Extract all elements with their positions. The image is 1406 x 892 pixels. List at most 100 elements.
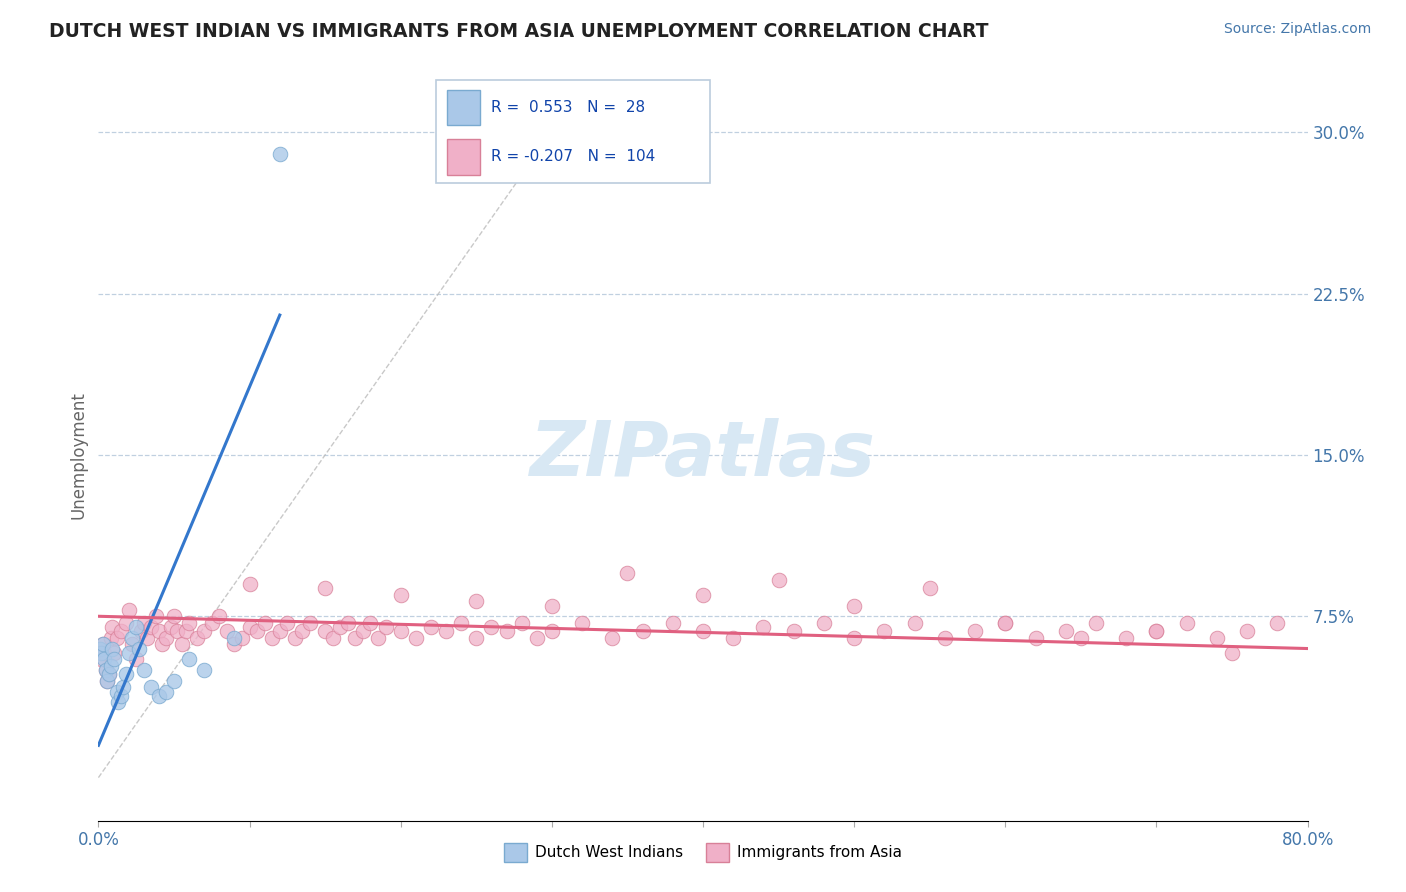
Point: [904, 615, 927, 630]
Point: [201, 615, 224, 630]
Point: [844, 599, 866, 613]
Point: [215, 624, 238, 639]
Point: [96, 673, 118, 688]
Point: [465, 631, 488, 645]
Point: [389, 624, 412, 639]
Point: [1206, 631, 1229, 645]
Point: [135, 631, 157, 645]
Point: [752, 620, 775, 634]
Point: [93, 646, 115, 660]
Point: [481, 620, 503, 634]
FancyBboxPatch shape: [436, 80, 710, 183]
Point: [1024, 631, 1046, 645]
Point: [90, 646, 112, 660]
Point: [360, 615, 382, 630]
Point: [231, 631, 253, 645]
Point: [114, 615, 136, 630]
Point: [90, 652, 112, 666]
Text: ZIPatlas: ZIPatlas: [530, 418, 876, 491]
Point: [1236, 624, 1258, 639]
Text: R = -0.207   N =  104: R = -0.207 N = 104: [491, 149, 655, 164]
Text: DUTCH WEST INDIAN VS IMMIGRANTS FROM ASIA UNEMPLOYMENT CORRELATION CHART: DUTCH WEST INDIAN VS IMMIGRANTS FROM ASI…: [49, 22, 988, 41]
Point: [100, 631, 122, 645]
Point: [510, 615, 533, 630]
Point: [150, 637, 173, 651]
Point: [239, 577, 262, 591]
Point: [692, 588, 714, 602]
Point: [132, 663, 155, 677]
Point: [344, 631, 367, 645]
Point: [723, 631, 745, 645]
Point: [602, 631, 624, 645]
Point: [208, 609, 231, 624]
Point: [367, 631, 389, 645]
Point: [965, 624, 987, 639]
Point: [1267, 615, 1289, 630]
Point: [616, 566, 638, 581]
Point: [174, 624, 197, 639]
Point: [155, 684, 177, 698]
Point: [160, 620, 183, 634]
Point: [284, 631, 307, 645]
Point: [1175, 615, 1198, 630]
Point: [314, 582, 336, 596]
Point: [166, 624, 188, 639]
Point: [103, 652, 125, 666]
Point: [314, 624, 336, 639]
Point: [1144, 624, 1167, 639]
Point: [405, 631, 427, 645]
Point: [89, 641, 111, 656]
Point: [118, 603, 141, 617]
Point: [98, 667, 121, 681]
Point: [994, 615, 1017, 630]
Bar: [447, 139, 479, 175]
Point: [129, 624, 152, 639]
Point: [101, 641, 124, 656]
Point: [571, 615, 593, 630]
Point: [1220, 646, 1243, 660]
Point: [873, 624, 896, 639]
Point: [141, 620, 163, 634]
Point: [103, 646, 125, 660]
Point: [352, 624, 374, 639]
Point: [132, 615, 155, 630]
Point: [540, 624, 562, 639]
Point: [118, 646, 141, 660]
Point: [148, 689, 170, 703]
Point: [269, 624, 291, 639]
Point: [246, 624, 269, 639]
Point: [163, 673, 186, 688]
Point: [110, 689, 132, 703]
Bar: [447, 89, 479, 126]
Point: [540, 599, 562, 613]
Point: [661, 615, 683, 630]
Point: [91, 637, 114, 651]
Point: [269, 146, 291, 161]
Point: [114, 667, 136, 681]
Point: [105, 684, 128, 698]
Point: [1144, 624, 1167, 639]
Point: [105, 631, 128, 645]
Y-axis label: Unemployment: Unemployment: [69, 391, 87, 519]
Point: [186, 631, 208, 645]
Point: [148, 624, 170, 639]
Point: [111, 680, 134, 694]
Point: [783, 624, 806, 639]
Point: [96, 673, 118, 688]
Point: [163, 609, 186, 624]
Point: [128, 641, 150, 656]
Point: [179, 652, 201, 666]
Point: [813, 615, 835, 630]
Point: [179, 615, 201, 630]
Point: [329, 620, 352, 634]
Point: [420, 620, 443, 634]
Point: [526, 631, 548, 645]
Point: [1085, 615, 1108, 630]
Point: [107, 695, 129, 709]
Point: [291, 624, 314, 639]
Point: [631, 624, 654, 639]
Point: [450, 615, 472, 630]
Point: [434, 624, 457, 639]
Point: [692, 624, 714, 639]
Point: [121, 631, 143, 645]
